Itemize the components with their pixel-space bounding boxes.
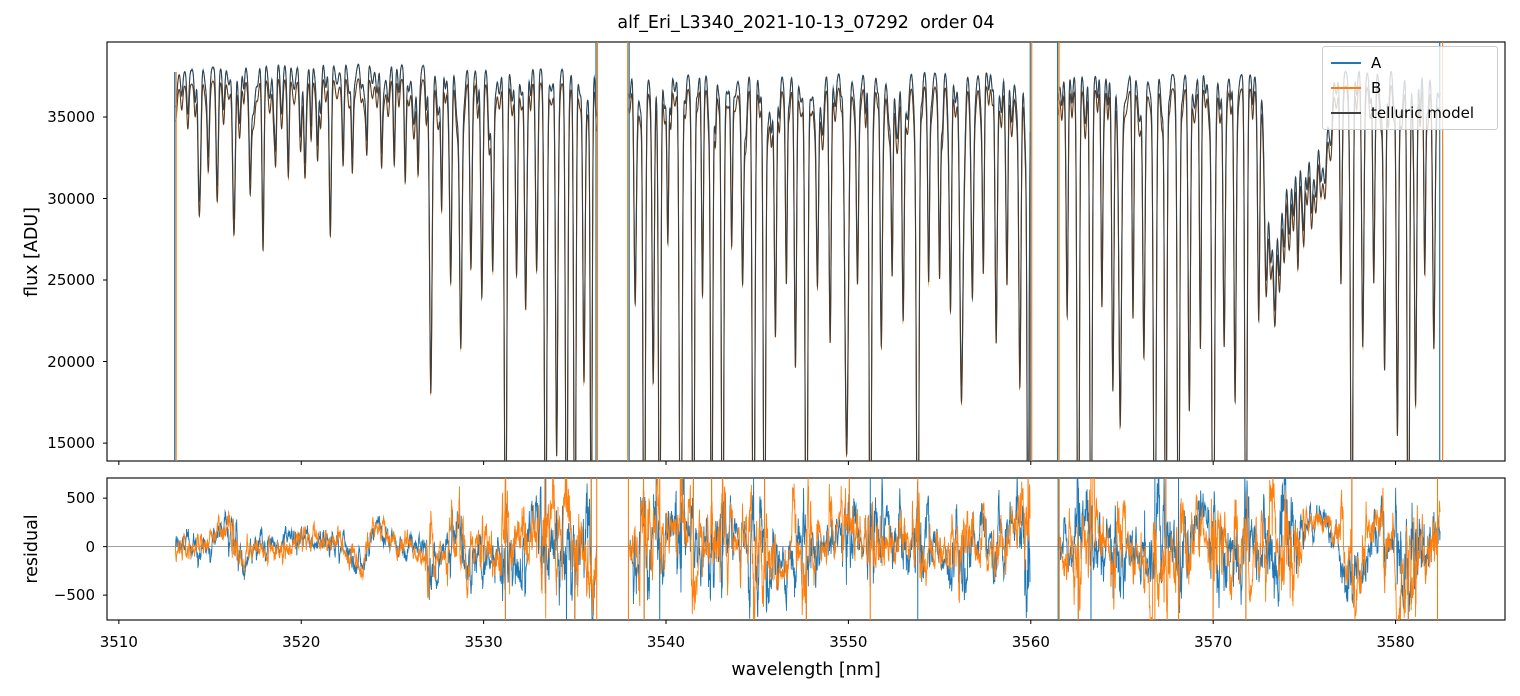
legend-entry-A: A	[1331, 54, 1489, 72]
legend-entry-telluric: telluric model	[1331, 104, 1489, 122]
legend-label-A: A	[1371, 54, 1382, 73]
x-tick-label: 3560	[1011, 633, 1050, 651]
legend-line-B	[1331, 86, 1361, 89]
x-tick-label: 3520	[282, 633, 321, 651]
legend-label-B: B	[1371, 78, 1382, 97]
residual-tick-label: 0	[85, 537, 95, 556]
legend-line-A	[1331, 62, 1361, 65]
flux-tick-label: 20000	[47, 352, 95, 371]
flux-tick-label: 25000	[47, 271, 95, 290]
x-tick-label: 3540	[646, 633, 686, 651]
x-tick-label: 3570	[1194, 633, 1233, 651]
legend-entry-B: B	[1331, 79, 1489, 97]
x-tick-label: 3510	[99, 633, 138, 651]
flux-tick-label: 15000	[47, 434, 95, 453]
legend-line-telluric	[1331, 111, 1361, 114]
plot-title: alf_Eri_L3340_2021-10-13_07292 order 04	[617, 13, 995, 33]
flux-tick-label: 35000	[47, 107, 95, 126]
residual-tick-label: 500	[66, 489, 95, 508]
flux-tick-label: 30000	[47, 189, 95, 208]
x-tick-label: 3550	[829, 633, 868, 651]
legend: A B telluric model	[1322, 46, 1498, 130]
x-tick-label: 3580	[1376, 633, 1415, 651]
x-tick-label: 3530	[464, 633, 503, 651]
wavelength-axis-label: wavelength [nm]	[731, 660, 881, 680]
legend-label-telluric: telluric model	[1371, 103, 1475, 122]
residual-tick-label: −500	[53, 586, 95, 605]
